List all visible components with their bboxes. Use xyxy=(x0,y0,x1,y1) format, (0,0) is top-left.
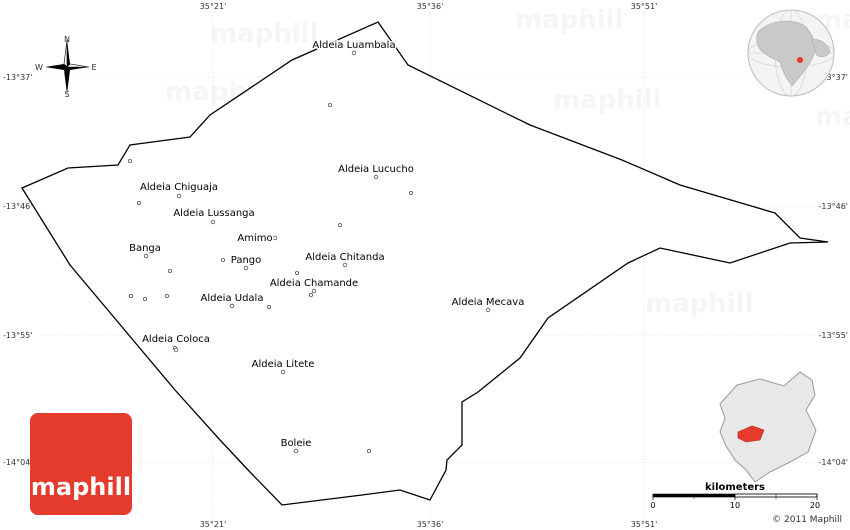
coord-right-3: -13°55' xyxy=(819,331,848,340)
svg-text:maphill: maphill xyxy=(553,85,662,115)
place-aldeia-mecava: Aldeia Mecava xyxy=(450,296,526,313)
region-boundary xyxy=(21,21,829,506)
scale-tick-10: 10 xyxy=(730,501,740,510)
coord-left-3: -13°55' xyxy=(3,331,32,340)
svg-text:Aldeia Litete: Aldeia Litete xyxy=(252,359,315,370)
coord-left-4: -14°04' xyxy=(3,458,32,467)
scale-bar: kilometers 0 10 20 xyxy=(650,482,820,510)
place-aldeia-chamande: Aldeia Chamande xyxy=(268,277,360,294)
svg-text:maphill: maphill xyxy=(515,5,624,35)
svg-text:Aldeia Coloca: Aldeia Coloca xyxy=(142,334,210,345)
coord-right-2: -13°46' xyxy=(819,202,848,211)
coord-top-1: 35°21' xyxy=(200,2,227,11)
svg-text:Aldeia Chiguaja: Aldeia Chiguaja xyxy=(140,182,218,193)
compass-w: W xyxy=(35,63,43,72)
coord-bottom-1: 35°21' xyxy=(200,520,227,529)
coord-top-2: 35°36' xyxy=(417,2,444,11)
place-aldeia-udala: Aldeia Udala xyxy=(199,292,265,309)
svg-text:maphill: maphill xyxy=(645,289,754,319)
coord-left-2: -13°46' xyxy=(3,202,32,211)
svg-text:Aldeia Mecava: Aldeia Mecava xyxy=(452,297,525,308)
svg-text:Amimo: Amimo xyxy=(237,233,272,244)
coord-right-4: -14°04' xyxy=(819,458,848,467)
compass-n: N xyxy=(64,35,70,44)
place-boleie: Boleie xyxy=(279,437,313,454)
scale-tick-0: 0 xyxy=(650,501,655,510)
coord-bottom-2: 35°36' xyxy=(417,520,444,529)
logo-text: maphill xyxy=(30,473,132,501)
maphill-logo[interactable]: maphill xyxy=(30,413,132,515)
svg-text:Aldeia Lucucho: Aldeia Lucucho xyxy=(338,164,414,175)
scale-tick-20: 20 xyxy=(810,501,820,510)
coord-right-1: -13°37' xyxy=(819,73,848,82)
svg-text:Aldeia Lussanga: Aldeia Lussanga xyxy=(173,208,254,219)
copyright-text: © 2011 Maphill xyxy=(772,515,842,525)
place-aldeia-coloca: Aldeia Coloca xyxy=(141,333,211,353)
svg-text:Boleie: Boleie xyxy=(281,438,312,449)
compass-s: S xyxy=(64,90,69,99)
coord-left-1: -13°37' xyxy=(3,73,32,82)
globe-inset xyxy=(747,9,835,97)
svg-text:Aldeia Chitanda: Aldeia Chitanda xyxy=(305,252,384,263)
minor-settlements xyxy=(127,103,413,453)
place-aldeia-lussanga: Aldeia Lussanga xyxy=(172,207,256,225)
scale-title: kilometers xyxy=(705,482,765,493)
svg-text:Aldeia Luambala: Aldeia Luambala xyxy=(312,40,395,51)
svg-text:maphill: maphill xyxy=(815,102,850,132)
locator-inset xyxy=(719,371,817,483)
coordinate-labels: 35°21' 35°36' 35°51' 35°21' 35°36' 35°51… xyxy=(3,2,848,529)
coord-bottom-3: 35°51' xyxy=(631,520,658,529)
place-aldeia-lucucho: Aldeia Lucucho xyxy=(337,163,415,180)
compass-rose-icon: N S W E xyxy=(35,35,96,99)
place-aldeia-litete: Aldeia Litete xyxy=(250,358,316,375)
settlements: Aldeia Luambala Aldeia Lucucho Aldeia Ch… xyxy=(128,39,526,454)
place-amimo: Amimo xyxy=(236,232,278,246)
compass-e: E xyxy=(91,63,96,72)
svg-text:Aldeia Udala: Aldeia Udala xyxy=(201,293,264,304)
place-aldeia-chitanda: Aldeia Chitanda xyxy=(304,251,386,268)
place-aldeia-luambala: Aldeia Luambala xyxy=(311,39,397,56)
coord-top-3: 35°51' xyxy=(631,2,658,11)
place-pango: Pango xyxy=(229,254,263,271)
svg-text:Banga: Banga xyxy=(129,243,161,254)
svg-text:Aldeia Chamande: Aldeia Chamande xyxy=(270,278,358,289)
svg-text:maphill: maphill xyxy=(210,19,319,49)
place-banga: Banga xyxy=(128,242,162,259)
place-aldeia-chiguaja: Aldeia Chiguaja xyxy=(138,181,220,199)
svg-text:Pango: Pango xyxy=(231,255,262,266)
